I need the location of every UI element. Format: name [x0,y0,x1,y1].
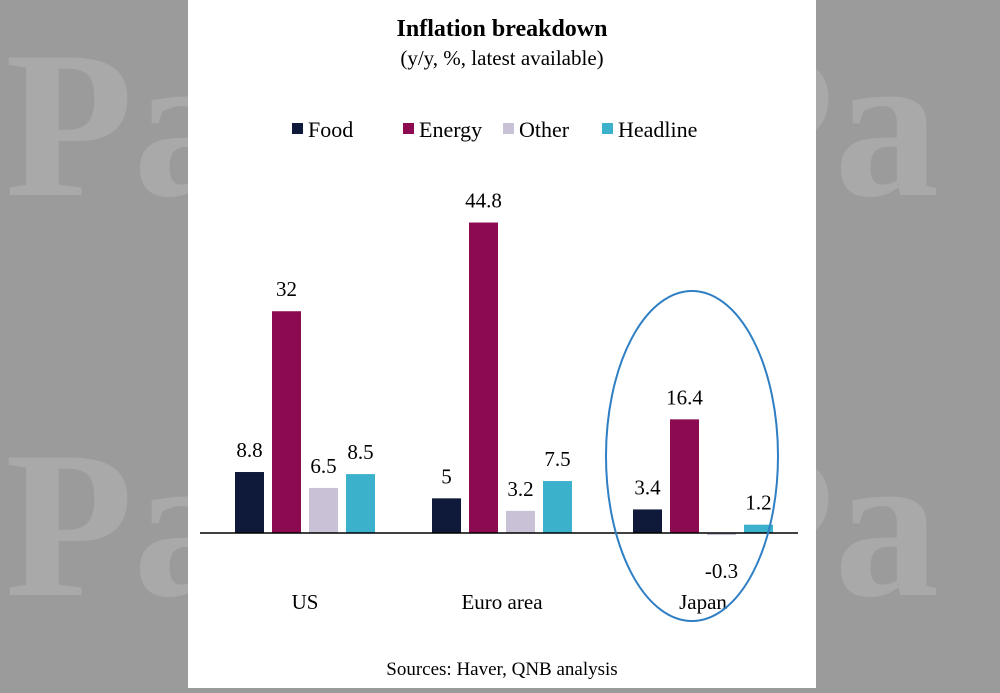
data-label: 44.8 [465,189,502,213]
bar-headline-euro-area [543,481,572,533]
japan-highlight-ellipse [605,290,779,622]
watermark-text: Pa [816,409,940,641]
legend-swatch-other [503,123,514,134]
category-labels: US Euro area Japan [292,590,728,614]
data-label: 6.5 [310,454,336,478]
watermark-text: Pa [816,9,940,241]
bar-other-us [309,487,338,533]
data-label: 7.5 [544,447,570,471]
chart-subtitle: (y/y, %, latest available) [400,46,603,70]
data-label: 1.2 [745,491,771,515]
legend-label-food: Food [308,117,353,142]
data-label: 32 [276,277,297,301]
legend-swatch-headline [602,123,613,134]
bar-headline-japan [744,524,773,533]
category-label-euro-area: Euro area [461,590,543,614]
bar-chart: Inflation breakdown (y/y, %, latest avai… [200,16,798,680]
data-label: 3.2 [507,477,533,501]
watermark-text: Pa [5,9,188,241]
data-label: 3.4 [634,475,661,499]
chart-title: Inflation breakdown [397,16,608,42]
legend-label-headline: Headline [618,117,697,142]
legend-swatch-food [292,123,303,134]
bar-other-euro-area [506,510,535,533]
left-margin: Pa Pa [0,0,188,688]
category-label-japan: Japan [679,590,727,614]
legend-label-other: Other [519,117,570,142]
category-label-us: US [292,590,319,614]
right-margin: Pa Pa [816,0,1000,688]
legend-swatch-energy [403,123,414,134]
data-label: -0.3 [705,559,738,583]
chart-panel: Inflation breakdown (y/y, %, latest avai… [188,0,816,688]
legend: Food Energy Other Headline [292,117,697,142]
bar-food-euro-area [432,498,461,533]
source-note: Sources: Haver, QNB analysis [386,659,617,680]
bar-energy-us [272,311,301,533]
bar-food-us [235,472,264,533]
watermark-text: Pa [5,409,188,641]
bar-food-japan [633,509,662,533]
bar-other-japan [707,533,736,536]
data-label: 8.5 [347,440,373,464]
bars [235,222,773,536]
legend-label-energy: Energy [419,117,482,142]
data-label: 16.4 [666,385,703,409]
bar-energy-euro-area [469,222,498,533]
bar-energy-japan [670,419,699,533]
data-label: 8.8 [236,438,262,462]
data-labels: 8.8 32 6.5 8.5 5 44.8 3.2 7.5 3.4 16.4 -0.3 1.2 [236,189,771,583]
data-label: 5 [441,464,452,488]
bar-headline-us [346,474,375,533]
